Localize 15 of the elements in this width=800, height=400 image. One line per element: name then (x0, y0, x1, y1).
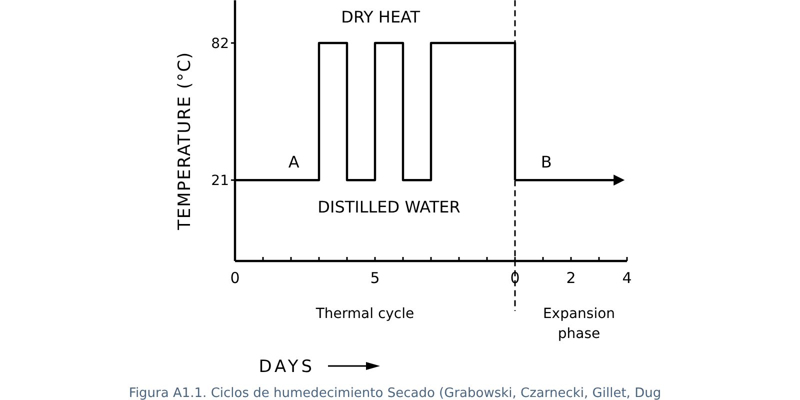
annotation: A (288, 152, 300, 172)
y-tick-label: 21 (211, 172, 229, 189)
x-axis-title: Thermal cycle (314, 306, 414, 322)
y-tick-label: 82 (211, 36, 229, 52)
x-tick-label: 0 (230, 269, 240, 287)
x-tick-label: 2 (566, 269, 576, 287)
y-axis-title: TEMPERATURE (°C) (175, 51, 195, 231)
annotation: DISTILLED WATER (318, 198, 460, 217)
x-tick-label: 4 (622, 269, 632, 287)
text: Figura A1.1. Ciclos de humedecimiento Secado (Grabowski, Czarnecki, Gillet, Dug (128, 386, 662, 400)
x-tick-label: 5 (370, 269, 380, 287)
x-axis-title: Expansion phase (542, 306, 616, 342)
annotation: DRY HEAT (341, 8, 420, 27)
annotation: B (540, 152, 552, 172)
text: DAYS (258, 357, 315, 377)
